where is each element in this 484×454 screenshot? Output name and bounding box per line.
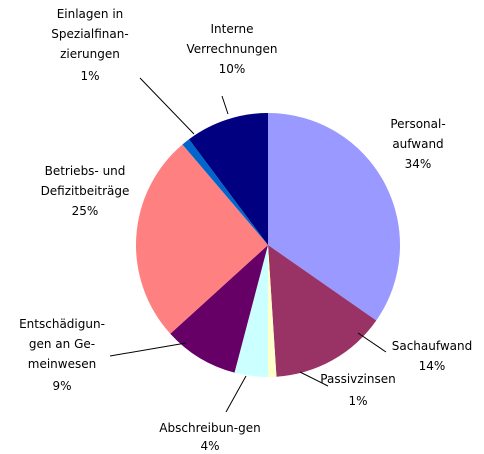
- pie-slice: [136, 144, 268, 334]
- slice-value-label: 10%: [219, 62, 246, 76]
- slice-label: Einlagen in Spezialfinan-zierungen: [51, 7, 128, 61]
- pie-slice: [189, 113, 268, 245]
- slice-label: Sachaufwand: [392, 339, 473, 353]
- slice-value-label: 1%: [348, 394, 367, 408]
- pie-slice: [268, 245, 377, 377]
- slice-value-label: 1%: [80, 69, 99, 83]
- slice-value-label: 4%: [200, 439, 219, 453]
- pie-slice: [182, 139, 268, 245]
- slice-value-label: 25%: [72, 204, 99, 218]
- slice-label: Personal-aufwand: [390, 117, 445, 151]
- leader-line: [357, 332, 387, 353]
- leader-line: [109, 342, 187, 357]
- slice-label: Entschädigun-gen an Ge-meinwesen: [19, 317, 105, 371]
- pie-slice: [268, 245, 277, 377]
- slice-label: Betriebs- und Defizitbeiträge: [41, 164, 130, 198]
- pie-slice: [170, 245, 268, 373]
- pie-slice: [268, 113, 400, 321]
- leader-line: [139, 77, 195, 135]
- slice-value-label: 9%: [52, 379, 71, 393]
- leader-line: [225, 375, 247, 413]
- slice-label: Interne Verrechnungen: [186, 22, 277, 56]
- leader-line: [299, 371, 329, 387]
- slice-label: Passivzinsen: [320, 372, 395, 386]
- slice-value-label: 34%: [405, 157, 432, 171]
- slice-label: Abschreibun-gen: [159, 421, 260, 435]
- leader-line: [221, 95, 229, 115]
- slice-value-label: 14%: [419, 359, 446, 373]
- pie-slice: [234, 245, 268, 377]
